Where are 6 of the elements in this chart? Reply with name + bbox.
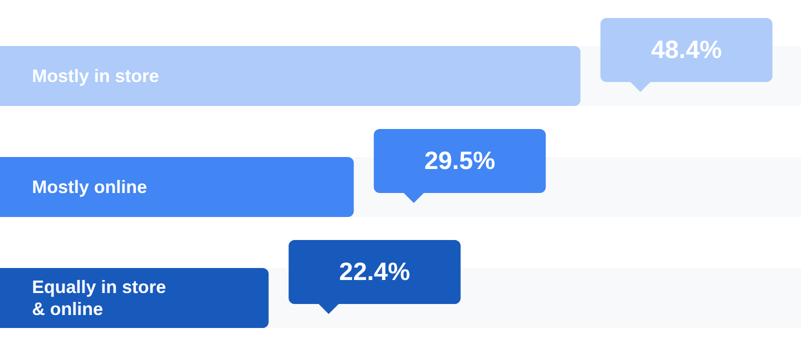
data-label: 22.4% — [339, 258, 410, 286]
y-tick-label: Equally in store & online — [32, 277, 166, 319]
y-tick-label: Mostly in store — [32, 66, 160, 86]
data-label: 48.4% — [650, 36, 722, 64]
data-label: 29.5% — [424, 147, 496, 175]
y-tick-label: Mostly online — [32, 177, 148, 197]
